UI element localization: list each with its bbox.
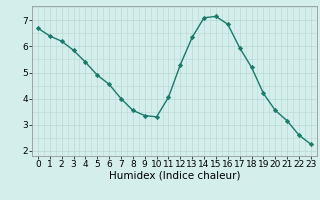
X-axis label: Humidex (Indice chaleur): Humidex (Indice chaleur) xyxy=(109,171,240,181)
